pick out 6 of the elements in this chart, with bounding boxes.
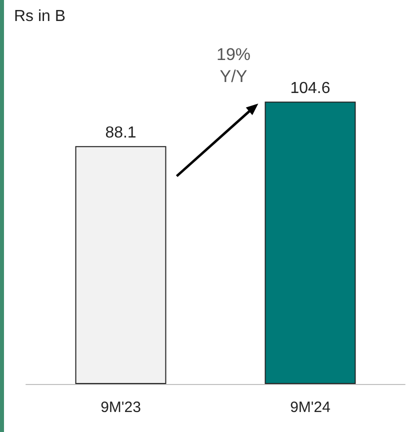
data-label: 88.1 <box>105 124 136 142</box>
chart-title: Rs in B <box>14 8 66 26</box>
x-tick-label: 9M'23 <box>100 399 141 416</box>
x-tick-label: 9M'24 <box>290 399 330 416</box>
data-label: 104.6 <box>290 80 330 98</box>
text: 19% Y/Y <box>215 44 252 88</box>
